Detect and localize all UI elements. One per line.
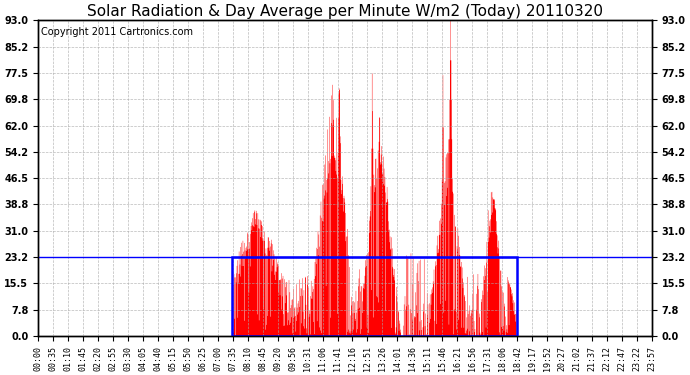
Title: Solar Radiation & Day Average per Minute W/m2 (Today) 20110320: Solar Radiation & Day Average per Minute…	[87, 4, 603, 19]
Bar	[233, 257, 517, 336]
Text: Copyright 2011 Cartronics.com: Copyright 2011 Cartronics.com	[41, 27, 193, 37]
